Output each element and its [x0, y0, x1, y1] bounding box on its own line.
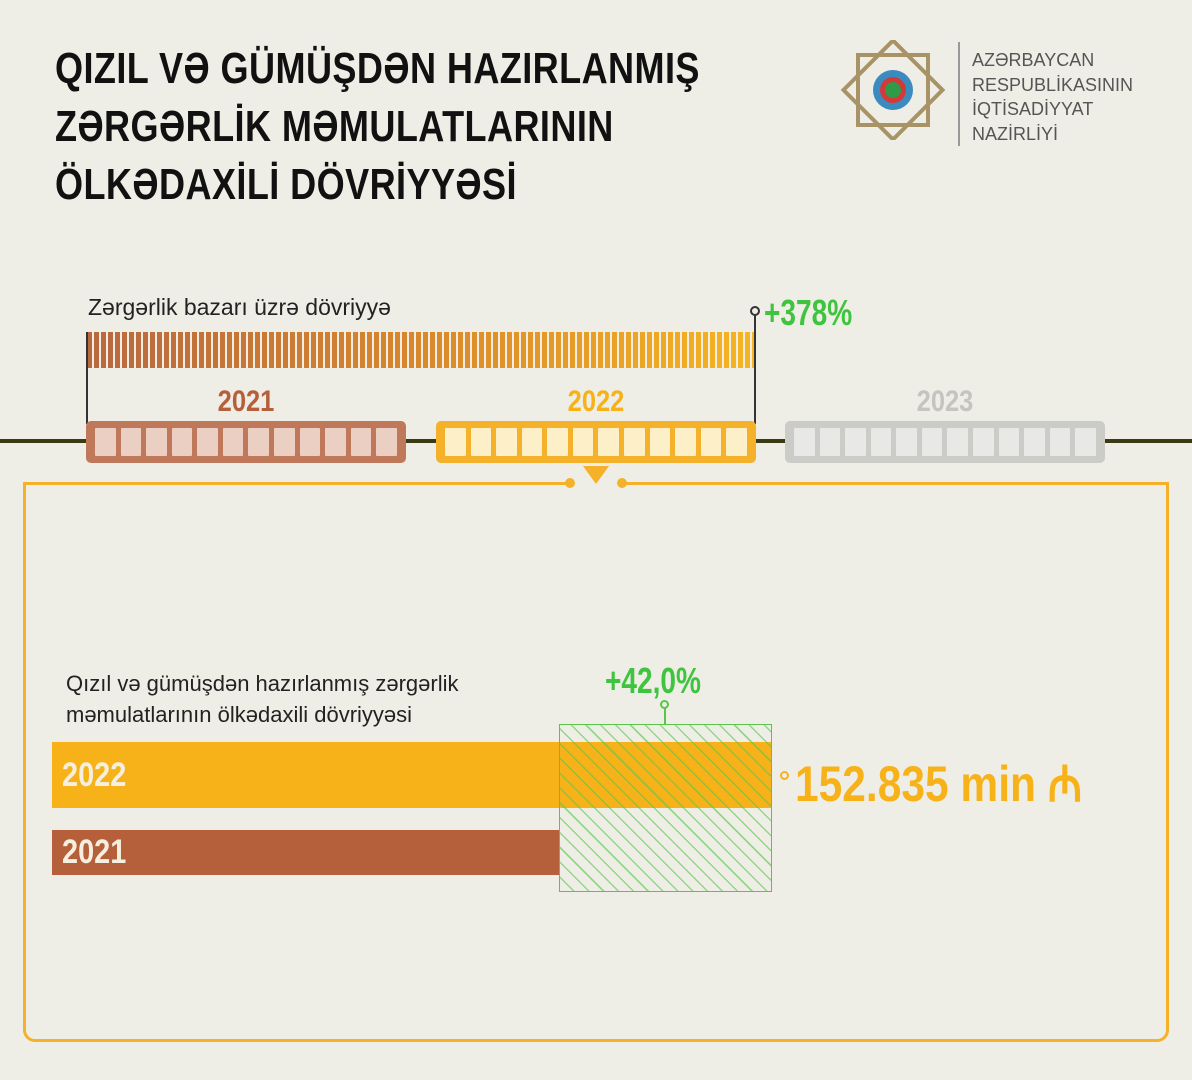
month-cell: [921, 428, 943, 456]
org-line: İQTİSADİYYAT: [972, 99, 1094, 119]
month-cell: [726, 428, 747, 456]
month-cell: [1049, 428, 1071, 456]
month-cell: [649, 428, 671, 456]
market-turnover-bar: [87, 332, 755, 368]
org-line: AZƏRBAYCAN: [972, 50, 1095, 70]
month-cell: [521, 428, 543, 456]
month-cell: [445, 428, 466, 456]
title-line: ZƏRGƏRLİK MƏMULATLARININ: [55, 102, 614, 151]
month-cell: [572, 428, 594, 456]
month-cell: [120, 428, 142, 456]
title-line: ÖLKƏDAXİLİ DÖVRİYYƏSİ: [55, 160, 517, 209]
value-dot: [780, 771, 789, 780]
month-cell: [299, 428, 321, 456]
month-cell: [675, 428, 696, 456]
growth-connector: [664, 708, 666, 724]
month-cell: [845, 428, 866, 456]
panel-dot: [565, 478, 575, 488]
bar-label-2021: 2021: [62, 833, 127, 871]
month-cell: [998, 428, 1020, 456]
panel-top-border: [622, 482, 1169, 485]
month-cell: [197, 428, 218, 456]
ministry-name: AZƏRBAYCAN RESPUBLİKASININ İQTİSADİYYAT …: [972, 48, 1133, 146]
panel-dot: [617, 478, 627, 488]
growth-label: +42,0%: [605, 660, 702, 701]
month-cell: [222, 428, 244, 456]
month-cell: [171, 428, 193, 456]
month-cell: [95, 428, 116, 456]
ministry-emblem-icon: [840, 40, 946, 140]
month-cell: [819, 428, 841, 456]
month-cell: [496, 428, 517, 456]
month-cell: [376, 428, 397, 456]
org-line: NAZİRLİYİ: [972, 123, 1059, 144]
value-2022: 152.835 min ₼: [795, 756, 1083, 812]
month-cell: [896, 428, 917, 456]
detail-panel: [23, 482, 1169, 1042]
month-cell: [146, 428, 167, 456]
bracket-right: [754, 312, 756, 424]
title-line: QIZIL VƏ GÜMÜŞDƏN HAZIRLANMIŞ: [55, 44, 700, 93]
month-cell: [1075, 428, 1096, 456]
logo-divider: [958, 42, 960, 146]
org-line: RESPUBLİKASININ: [972, 74, 1134, 95]
growth-dot: [660, 700, 669, 709]
panel-top-border: [23, 482, 568, 485]
market-growth: +378%: [764, 292, 853, 333]
year-block-2023[interactable]: [785, 421, 1105, 463]
month-cell: [470, 428, 492, 456]
year-block-2021[interactable]: [86, 421, 406, 463]
marker-dot: [750, 306, 760, 316]
month-cell: [274, 428, 295, 456]
month-cell: [1024, 428, 1045, 456]
month-cell: [598, 428, 620, 456]
year-block-2022[interactable]: [436, 421, 756, 463]
panel-pointer: [583, 466, 609, 484]
month-cell: [325, 428, 346, 456]
month-cell: [547, 428, 568, 456]
year-label-2021: 2021: [217, 385, 275, 418]
year-label-2023: 2023: [916, 385, 974, 418]
month-cell: [973, 428, 994, 456]
month-cell: [248, 428, 270, 456]
growth-hatch-area: [559, 724, 772, 892]
chart-title: Qızıl və gümüşdən hazırlanmış zərgərlik …: [66, 671, 459, 727]
month-cell: [794, 428, 815, 456]
month-cell: [700, 428, 722, 456]
year-label-2022: 2022: [567, 385, 625, 418]
market-turnover-label: Zərgərlik bazarı üzrə dövriyyə: [88, 294, 391, 320]
month-cell: [624, 428, 645, 456]
page-title: QIZIL VƏ GÜMÜŞDƏN HAZIRLANMIŞ ZƏRGƏRLİK …: [55, 40, 700, 214]
month-cell: [947, 428, 969, 456]
month-cell: [350, 428, 372, 456]
bar-2021: 2021: [52, 830, 560, 875]
bracket-left: [86, 332, 88, 424]
bar-label-2022: 2022: [62, 755, 127, 794]
month-cell: [870, 428, 892, 456]
